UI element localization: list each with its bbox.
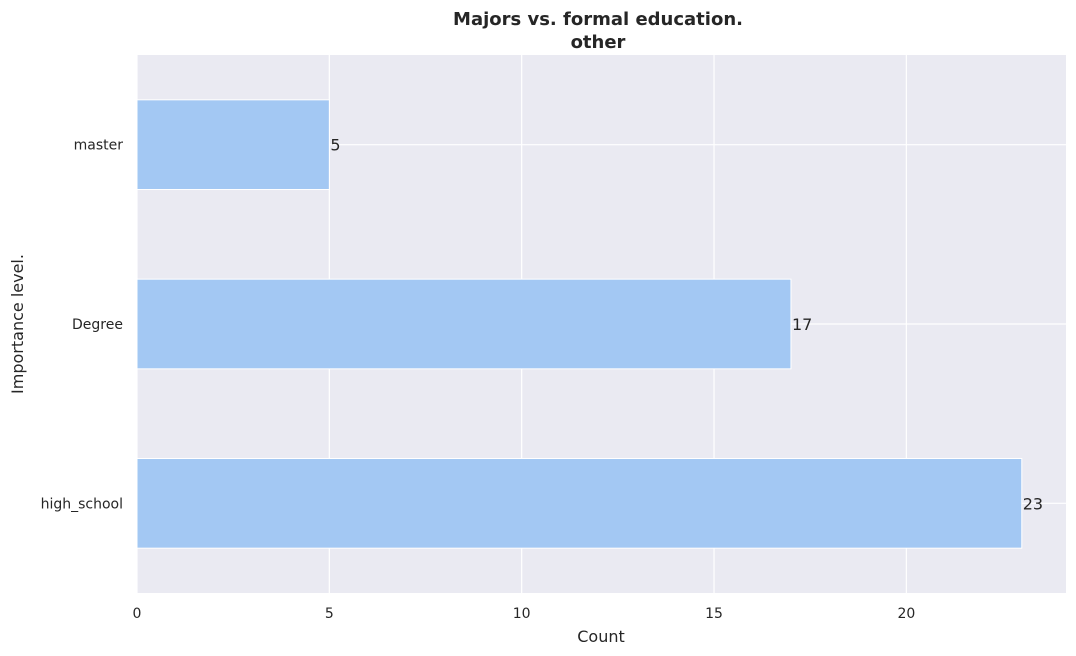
bars bbox=[136, 99, 1023, 549]
bar bbox=[136, 278, 792, 370]
chart-subtitle: other bbox=[571, 32, 626, 53]
data-labels: 5 17 23 bbox=[330, 136, 1043, 514]
chart-title: Majors vs. formal education. bbox=[453, 9, 743, 30]
data-label: 5 bbox=[330, 136, 340, 155]
x-tick-label: 15 bbox=[705, 606, 723, 622]
x-tick-label: 5 bbox=[325, 606, 334, 622]
y-tick-labels: master Degree high_school bbox=[41, 138, 124, 513]
x-tick-labels: 0 5 10 15 20 bbox=[133, 606, 916, 622]
data-label: 17 bbox=[792, 315, 812, 334]
x-axis-label: Count bbox=[577, 627, 625, 646]
data-label: 23 bbox=[1023, 494, 1043, 513]
x-tick-label: 0 bbox=[133, 606, 142, 622]
y-tick-label: Degree bbox=[72, 317, 123, 333]
bar bbox=[136, 99, 330, 190]
x-tick-label: 10 bbox=[513, 606, 531, 622]
y-tick-label: master bbox=[74, 138, 124, 154]
y-tick-label: high_school bbox=[41, 496, 123, 512]
x-tick-label: 20 bbox=[897, 606, 915, 622]
bar bbox=[136, 458, 1023, 549]
y-axis-label: Importance level. bbox=[8, 254, 27, 394]
